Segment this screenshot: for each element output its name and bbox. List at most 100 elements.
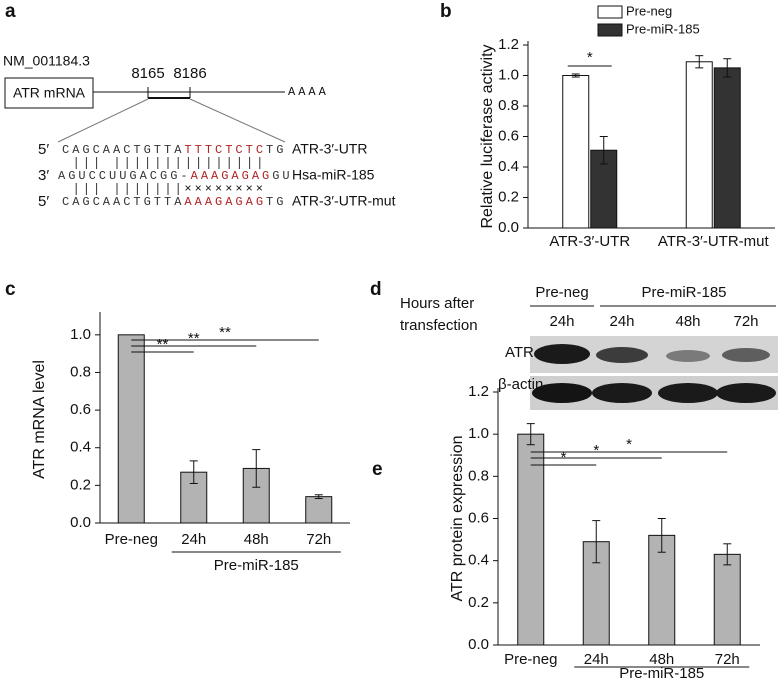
y-tick-label: 0.8 bbox=[498, 97, 519, 114]
zoom-line bbox=[189, 98, 286, 143]
bar bbox=[305, 496, 333, 524]
x-tick-label: ATR-3′-UTR bbox=[549, 233, 630, 250]
y-tick-label: 0.6 bbox=[70, 401, 91, 418]
y-tick-label: 0.2 bbox=[498, 188, 519, 205]
sequence: CAGCAACTGTTATTTCTCTCTG bbox=[62, 143, 286, 157]
significance: * bbox=[626, 436, 632, 453]
sequence-part: AAAGAGAG bbox=[191, 169, 273, 183]
bar bbox=[713, 553, 741, 646]
y-tick-label: 0.0 bbox=[70, 514, 91, 531]
sequence-part: TTTCTCTC bbox=[184, 143, 266, 157]
x-tick-label: Pre-neg bbox=[105, 531, 158, 548]
significance: * bbox=[593, 442, 599, 459]
row-label: Hours after bbox=[400, 295, 474, 312]
position: 8186 bbox=[173, 65, 206, 82]
x-tick-label: 72h bbox=[715, 651, 740, 668]
panel-letter: b bbox=[440, 1, 452, 22]
band bbox=[534, 344, 590, 364]
sequence-part: TG bbox=[266, 195, 286, 209]
sequence-part: GU bbox=[272, 169, 292, 183]
lane-label: 48h bbox=[675, 313, 700, 330]
significance: ** bbox=[219, 324, 231, 341]
group-label: Pre-miR-185 bbox=[641, 284, 726, 301]
y-tick-label: 0.6 bbox=[468, 509, 489, 526]
sequence-name: ATR-3′-UTR bbox=[292, 141, 367, 157]
lane-label: 24h bbox=[609, 313, 634, 330]
group-label: Pre-miR-185 bbox=[619, 665, 704, 680]
band bbox=[592, 383, 652, 403]
sequence-name: Hsa-miR-185 bbox=[292, 167, 375, 183]
significance: * bbox=[587, 49, 593, 66]
y-tick-label: 0.4 bbox=[70, 439, 91, 456]
bar bbox=[713, 67, 741, 229]
bar bbox=[562, 75, 590, 229]
legend-label: Pre-miR-185 bbox=[626, 21, 700, 36]
x-tick-label: 72h bbox=[306, 531, 331, 548]
y-tick-label: 0.6 bbox=[498, 127, 519, 144]
accession: NM_001184.3 bbox=[3, 53, 90, 69]
panel-letter: d bbox=[370, 279, 382, 300]
y-axis-label: ATR mRNA level bbox=[31, 360, 48, 479]
y-tick-label: 0.2 bbox=[70, 476, 91, 493]
lane-label: 24h bbox=[549, 313, 574, 330]
lane-label: 72h bbox=[733, 313, 758, 330]
y-tick-label: 0.4 bbox=[468, 552, 489, 569]
gene-label: ATR mRNA bbox=[13, 85, 86, 101]
panel-letter: c bbox=[5, 279, 16, 300]
sequence-part: CAGCAACTGTTA bbox=[62, 143, 184, 157]
sequence-part: TG bbox=[266, 143, 286, 157]
y-axis-label: Relative luciferase activity bbox=[479, 44, 496, 228]
zoom-line bbox=[57, 98, 149, 143]
panel-letter: e bbox=[372, 459, 383, 480]
band bbox=[722, 348, 770, 362]
band bbox=[532, 383, 592, 403]
sequence-part: CAGCAACTGTTA bbox=[62, 195, 184, 209]
sequence-part: AGUCCUUGACGG- bbox=[58, 169, 191, 183]
poly-a: AAAA bbox=[288, 85, 329, 99]
significance: ** bbox=[157, 336, 169, 353]
legend-label: Pre-neg bbox=[626, 3, 672, 18]
band bbox=[666, 350, 710, 362]
x-tick-label: 24h bbox=[181, 531, 206, 548]
mismatch: ×××××××× bbox=[184, 182, 266, 196]
y-tick-label: 0.8 bbox=[468, 467, 489, 484]
y-tick-label: 0.8 bbox=[70, 363, 91, 380]
y-tick-label: 1.2 bbox=[498, 36, 519, 53]
band-label: β-actin bbox=[498, 376, 543, 393]
legend-swatch bbox=[597, 5, 623, 19]
position: 8165 bbox=[131, 65, 164, 82]
bar bbox=[117, 334, 145, 524]
strand-end: 3′ bbox=[38, 167, 49, 184]
band bbox=[658, 383, 718, 403]
band-label: ATR bbox=[505, 344, 534, 361]
y-tick-label: 0.0 bbox=[468, 636, 489, 653]
y-tick-label: 1.0 bbox=[498, 66, 519, 83]
sequence-name: ATR-3′-UTR-mut bbox=[292, 193, 396, 209]
x-tick-label: ATR-3′-UTR-mut bbox=[658, 233, 770, 250]
legend-swatch bbox=[597, 23, 623, 37]
y-tick-label: 1.0 bbox=[70, 326, 91, 343]
sequence: CAGCAACTGTTAAAAGAGAGTG bbox=[62, 195, 286, 209]
x-tick-label: 48h bbox=[649, 651, 674, 668]
band bbox=[716, 383, 776, 403]
band bbox=[596, 347, 648, 363]
significance: ** bbox=[188, 330, 200, 347]
x-tick-label: 24h bbox=[584, 651, 609, 668]
strand-end: 5′ bbox=[38, 141, 49, 158]
y-tick-label: 0.2 bbox=[468, 594, 489, 611]
y-tick-label: 0.4 bbox=[498, 158, 519, 175]
y-axis-label: ATR protein expression bbox=[449, 436, 466, 602]
x-tick-label: 48h bbox=[244, 531, 269, 548]
bar bbox=[517, 433, 545, 646]
y-tick-label: 1.2 bbox=[468, 383, 489, 400]
y-tick-label: 0.0 bbox=[498, 219, 519, 236]
sequence: AGUCCUUGACGG-AAAGAGAGGU bbox=[58, 169, 293, 183]
group-label: Pre-neg bbox=[535, 284, 588, 301]
significance: * bbox=[561, 449, 567, 466]
group-label: Pre-miR-185 bbox=[214, 557, 299, 574]
strand-end: 5′ bbox=[38, 193, 49, 210]
sequence-part: AAAGAGAG bbox=[184, 195, 266, 209]
row-label: transfection bbox=[400, 317, 478, 334]
bar bbox=[685, 61, 713, 229]
